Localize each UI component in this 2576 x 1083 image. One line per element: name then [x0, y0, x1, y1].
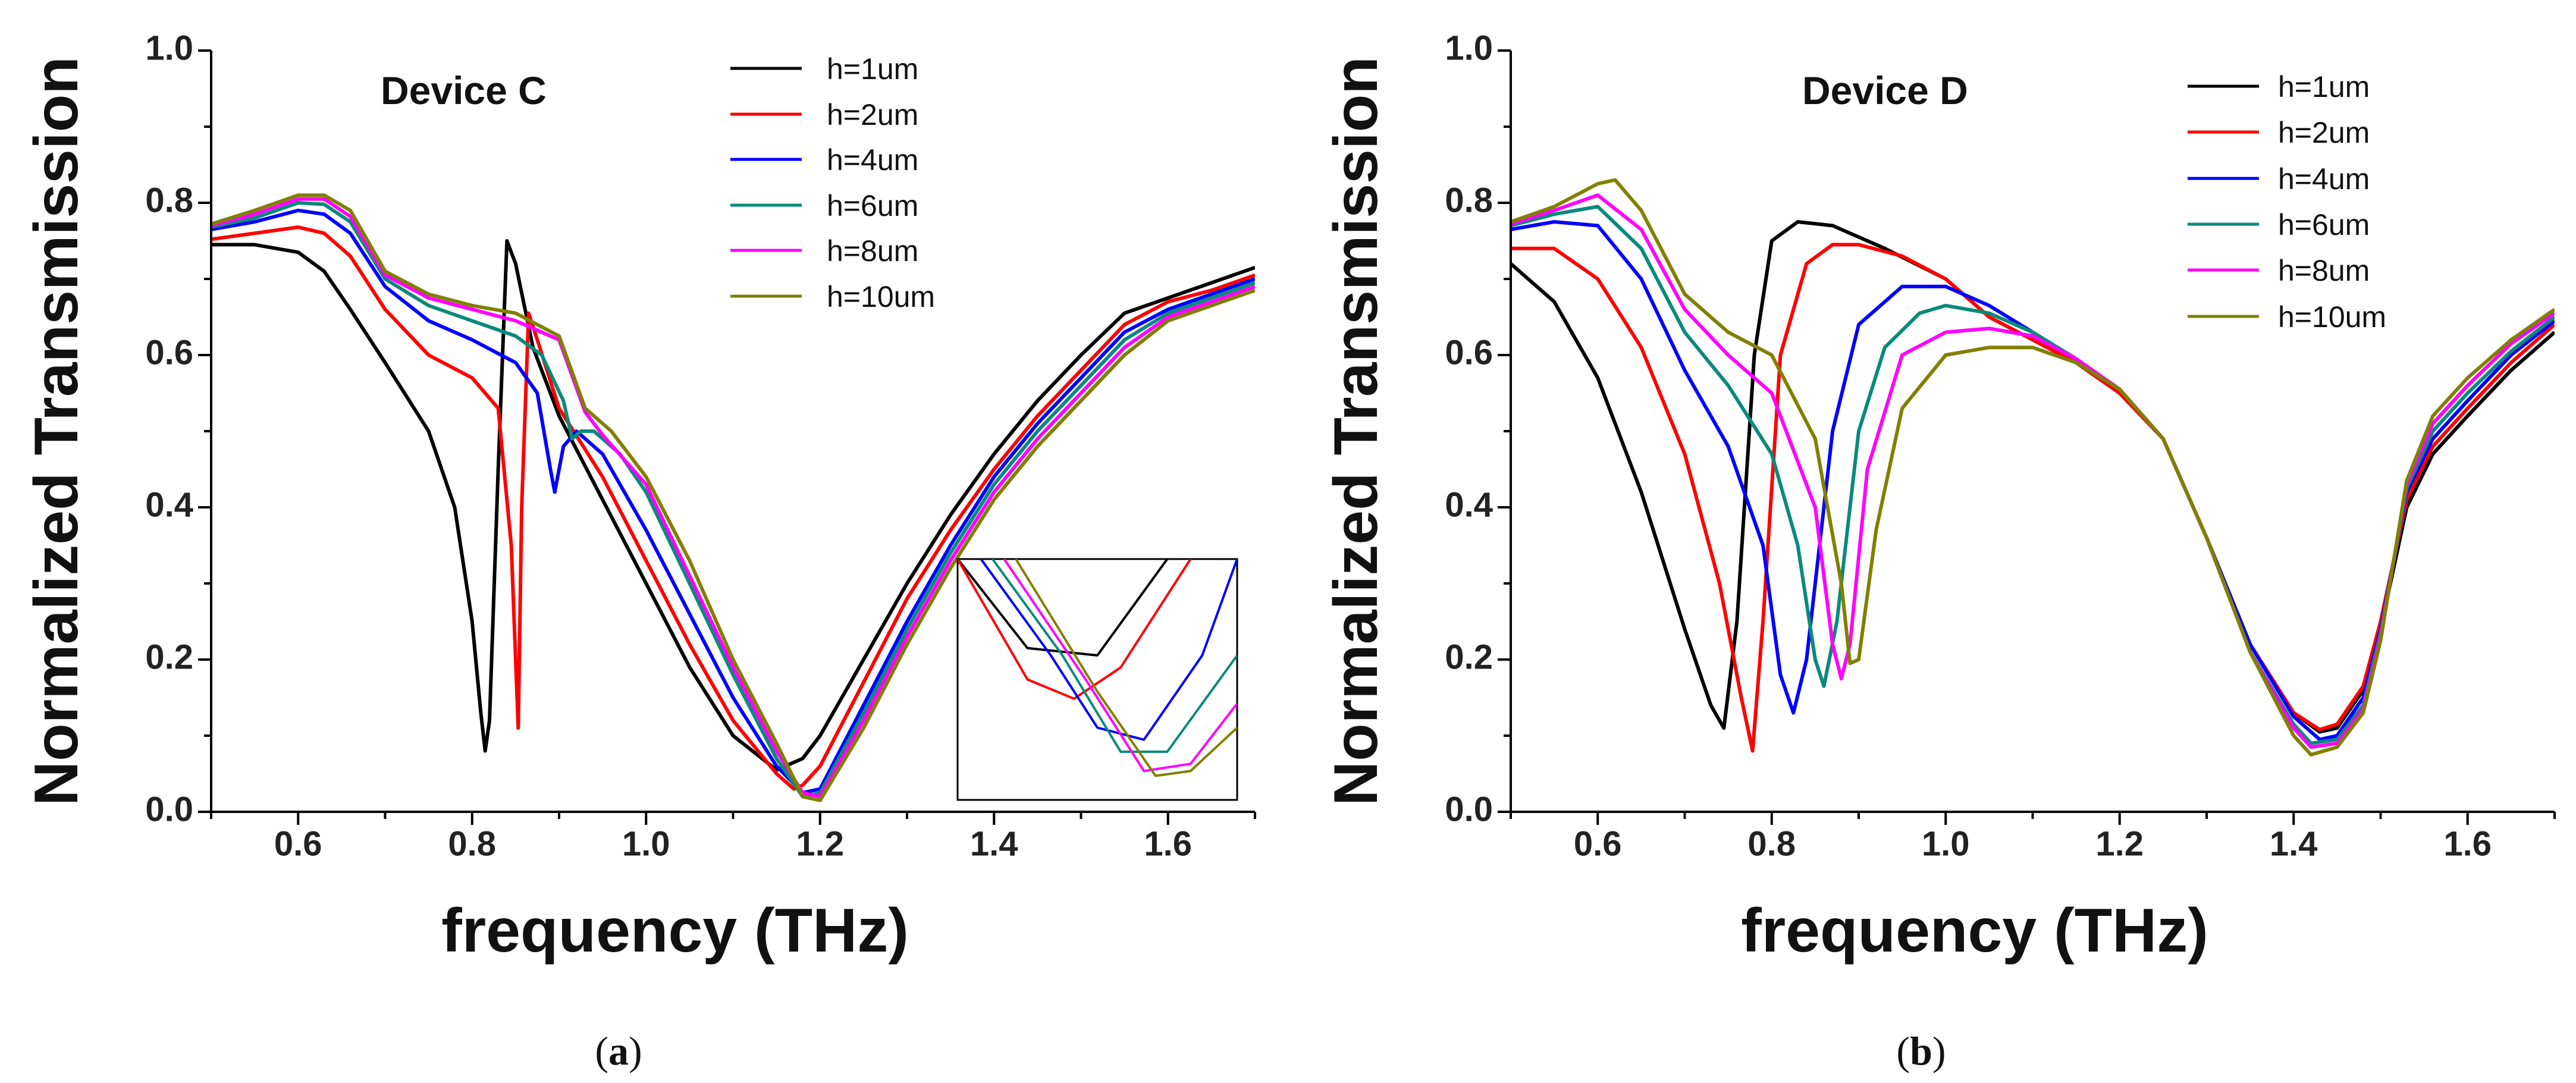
x-tick-label: 1.4 [2270, 825, 2318, 864]
y-tick-label: 1.0 [145, 29, 193, 67]
x-tick-label: 1.6 [2443, 825, 2492, 864]
series-line-h-8um [211, 197, 1255, 799]
x-tick-label: 0.6 [1574, 825, 1622, 864]
legend-label: h=4um [2278, 162, 2370, 196]
inset-line-h-8um [1003, 559, 1237, 773]
x-tick-label: 0.6 [274, 825, 322, 864]
y-axis-title-b: Normalized Transmission [1322, 56, 1391, 806]
caption-letter-a: a [608, 1028, 629, 1073]
legend-label: h=1um [827, 52, 918, 86]
x-axis-title-b: frequency (THz) [1741, 896, 2208, 965]
series-line-h-4um [211, 208, 1255, 795]
x-tick-label: 0.8 [1747, 825, 1796, 864]
legend-label: h=8um [2278, 254, 2370, 287]
caption-a: (a) [595, 1028, 642, 1073]
x-tick-label: 1.6 [1144, 825, 1192, 864]
inset-frame [956, 558, 1238, 801]
series-group-a [211, 193, 1255, 802]
y-tick-label: 0.4 [145, 485, 193, 524]
inset-a [956, 558, 1238, 801]
x-axis-title-a: frequency (THz) [441, 896, 909, 965]
legend-a: h=1um h=2um h=4um h=6um h=8um h=10um [730, 52, 935, 313]
legend-label: h=10um [2278, 300, 2386, 334]
legend-label: h=2um [2278, 116, 2370, 149]
y-tick-label: 1.0 [1445, 29, 1493, 67]
inset-series-group [958, 559, 1237, 777]
x-tick-label: 0.8 [448, 825, 496, 864]
caption-b: (b) [1896, 1028, 1946, 1073]
legend-label: h=6um [827, 189, 918, 222]
series-line-h-6um [211, 201, 1255, 799]
series-group-b [1511, 178, 2555, 756]
y-tick-label: 0.0 [145, 790, 193, 828]
legend-label: h=4um [827, 143, 918, 177]
x-tick-label: 1.0 [1922, 825, 1970, 864]
panel-b: 0.6 0.8 1.0 1.2 1.4 1.6 0.0 0.2 0.4 0.6 … [1322, 29, 2556, 1073]
y-tick-label: 0.8 [145, 181, 193, 219]
y-tick-label: 0.8 [1445, 181, 1493, 219]
y-tick-label: 0.2 [1445, 638, 1493, 676]
inset-line-h-10um [1015, 559, 1237, 777]
y-axis-title-a: Normalized Transmission [22, 56, 91, 806]
panel-title-b: Device D [1802, 68, 1968, 112]
legend-label: h=1um [2278, 70, 2370, 103]
y-tick-label: 0.6 [1445, 333, 1493, 372]
x-tick-label: 1.2 [2095, 825, 2144, 864]
series-line-h-2um [1511, 243, 2555, 753]
x-tick-label: 1.2 [796, 825, 844, 864]
y-tick-label: 0.6 [145, 333, 193, 372]
series-line-h-10um [211, 193, 1255, 802]
x-tick-label: 1.0 [622, 825, 670, 864]
series-line-h-1um [211, 239, 1255, 772]
series-line-h-10um [1511, 178, 2555, 756]
y-tick-label: 0.4 [1445, 485, 1493, 524]
panel-a: 0.6 0.8 1.0 1.2 1.4 1.6 0.0 0.2 0.4 0.6 … [22, 29, 1256, 1073]
inset-line-h-6um [992, 559, 1237, 753]
legend-label: h=10um [827, 280, 935, 313]
caption-letter-b: b [1910, 1028, 1932, 1073]
legend-b: h=1um h=2um h=4um h=6um h=8um h=10um [2188, 70, 2386, 334]
panel-title-a: Device C [381, 68, 547, 112]
inset-line-h-1um [958, 559, 1169, 657]
legend-label: h=2um [827, 98, 918, 131]
series-line-h-2um [211, 225, 1255, 791]
legend-label: h=6um [2278, 208, 2370, 241]
x-tick-label: 1.4 [970, 825, 1018, 864]
plot-area-b [1511, 51, 2555, 812]
y-tick-label: 0.0 [1445, 790, 1493, 828]
legend-label: h=8um [827, 234, 918, 268]
y-tick-label: 0.2 [145, 638, 193, 676]
inset-line-h-2um [958, 559, 1192, 700]
